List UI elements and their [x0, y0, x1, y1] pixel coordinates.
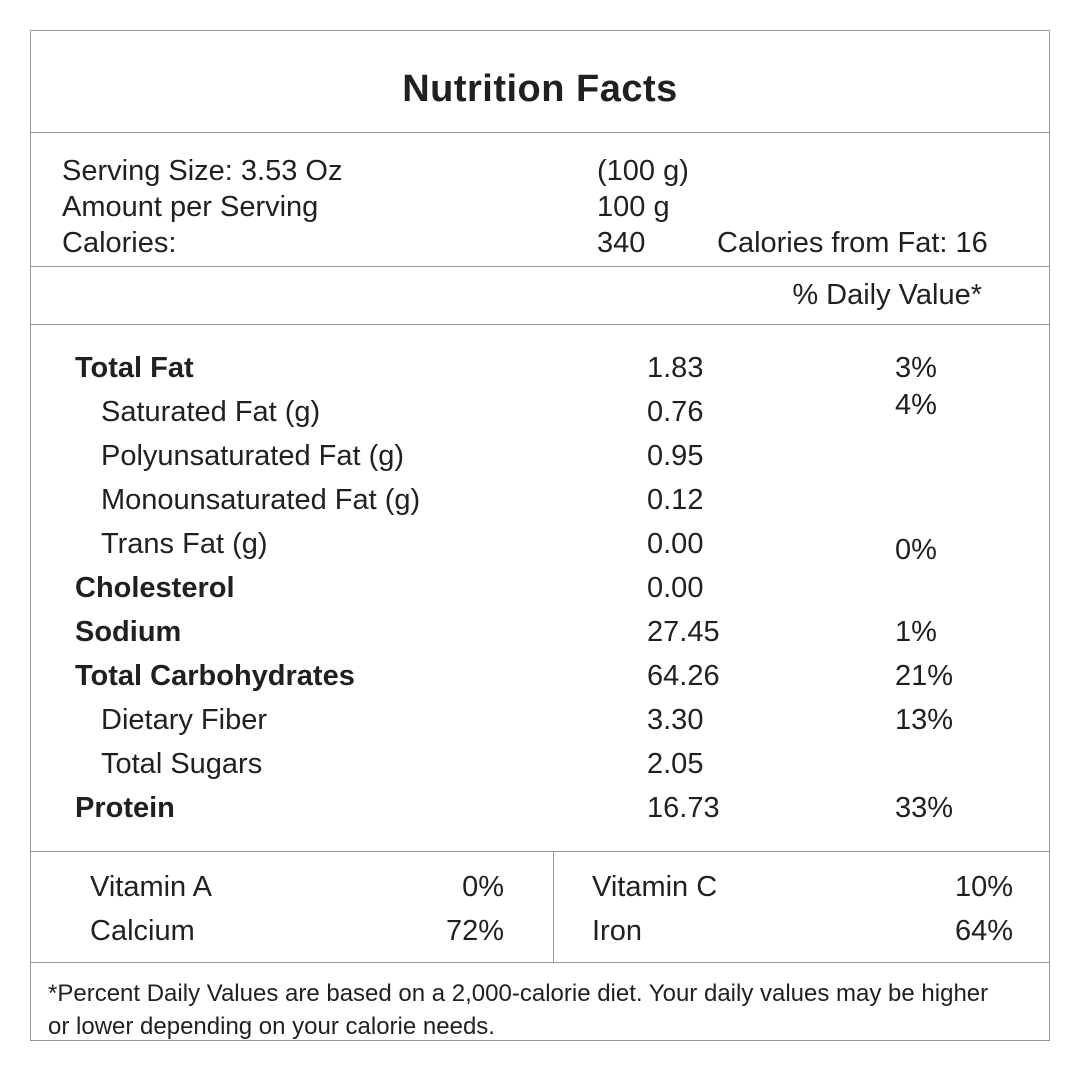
nutrient-daily-value: 21%	[895, 660, 954, 692]
nutrient-amount: 0.00	[647, 572, 704, 604]
nutrient-amount: 16.73	[647, 792, 720, 824]
nutrient-amount: 0.12	[647, 484, 704, 516]
serving-size-value: (100 g)	[597, 155, 689, 187]
calories-row: Calories: 340 Calories from Fat: 16	[31, 225, 1049, 261]
nutrient-row-sodium: Sodium 27.45 1%	[31, 610, 1049, 654]
page-title: Nutrition Facts	[402, 68, 678, 110]
nutrient-daily-value: 1%	[895, 616, 937, 648]
nutrient-table: Total Fat 1.83 3% Saturated Fat (g) 0.76…	[31, 325, 1049, 852]
nutrient-row-saturated-fat: Saturated Fat (g) 0.76 4%	[31, 389, 1049, 434]
nutrient-amount: 27.45	[647, 616, 720, 648]
iron-row: Iron 64%	[592, 909, 1013, 953]
nutrient-label: Total Carbohydrates	[75, 660, 355, 692]
amount-per-serving-label: Amount per Serving	[62, 191, 319, 223]
nutrient-row-polyunsaturated-fat: Polyunsaturated Fat (g) 0.95	[31, 434, 1049, 478]
vitamin-a-label: Vitamin A	[90, 871, 212, 903]
nutrient-daily-value: 4%	[895, 389, 937, 421]
nutrient-daily-value: 33%	[895, 792, 954, 824]
amount-per-serving-row: Amount per Serving 100 g	[31, 189, 1049, 225]
nutrient-daily-value: 3%	[895, 352, 937, 384]
iron-label: Iron	[592, 915, 642, 947]
vitamin-a-value: 0%	[462, 871, 504, 903]
nutrient-label: Total Fat	[75, 352, 194, 384]
calories-value: 340	[597, 227, 646, 259]
nutrient-label: Monounsaturated Fat (g)	[101, 484, 421, 516]
micronutrients-left-panel: Vitamin A 0% Calcium 72%	[31, 852, 554, 962]
daily-value-header: % Daily Value*	[792, 279, 982, 311]
nutrient-amount: 0.00	[647, 528, 704, 560]
nutrient-label: Sodium	[75, 616, 182, 648]
nutrient-row-total-fat: Total Fat 1.83 3%	[31, 346, 1049, 390]
nutrient-row-protein: Protein 16.73 33%	[31, 786, 1049, 830]
nutrient-daily-value: 13%	[895, 704, 954, 736]
nutrient-row-total-sugars: Total Sugars 2.05	[31, 742, 1049, 786]
footnote-line-1: *Percent Daily Values are based on a 2,0…	[48, 980, 989, 1007]
nutrient-row-trans-fat: Trans Fat (g) 0.00 0%	[31, 522, 1049, 566]
nutrient-amount: 0.76	[647, 396, 704, 428]
amount-per-serving-value: 100 g	[597, 191, 670, 223]
label-header: Nutrition Facts	[31, 31, 1049, 133]
nutrient-label: Cholesterol	[75, 572, 235, 604]
micronutrients-section: Vitamin A 0% Calcium 72% Vitamin C 10% I…	[31, 852, 1049, 963]
nutrient-label: Saturated Fat (g)	[101, 396, 321, 428]
vitamin-a-row: Vitamin A 0%	[90, 865, 504, 909]
nutrient-daily-value: 0%	[895, 534, 937, 566]
nutrient-amount: 1.83	[647, 352, 704, 384]
micronutrients-right-panel: Vitamin C 10% Iron 64%	[554, 852, 1049, 962]
calcium-row: Calcium 72%	[90, 909, 504, 953]
nutrient-amount: 2.05	[647, 748, 704, 780]
calcium-label: Calcium	[90, 915, 195, 947]
daily-value-header-row: % Daily Value*	[31, 267, 1049, 325]
nutrient-row-total-carbohydrates: Total Carbohydrates 64.26 21%	[31, 654, 1049, 698]
vitamin-c-row: Vitamin C 10%	[592, 865, 1013, 909]
nutrient-label: Protein	[75, 792, 175, 824]
nutrient-label: Polyunsaturated Fat (g)	[101, 440, 405, 472]
serving-size-label: Serving Size: 3.53 Oz	[62, 155, 343, 187]
calories-from-fat: Calories from Fat: 16	[717, 227, 988, 259]
vitamin-c-label: Vitamin C	[592, 871, 718, 903]
nutrient-amount: 0.95	[647, 440, 704, 472]
nutrient-label: Total Sugars	[101, 748, 263, 780]
nutrient-row-monounsaturated-fat: Monounsaturated Fat (g) 0.12	[31, 478, 1049, 522]
nutrient-row-dietary-fiber: Dietary Fiber 3.30 13%	[31, 698, 1049, 742]
calcium-value: 72%	[445, 915, 504, 947]
serving-section: Serving Size: 3.53 Oz (100 g) Amount per…	[31, 133, 1049, 267]
nutrient-label: Trans Fat (g)	[101, 528, 268, 560]
nutrient-amount: 3.30	[647, 704, 704, 736]
nutrient-label: Dietary Fiber	[101, 704, 267, 736]
vitamin-c-value: 10%	[954, 871, 1013, 903]
footnote-line-2: or lower depending on your calorie needs…	[48, 1013, 495, 1040]
daily-value-footnote: *Percent Daily Values are based on a 2,0…	[31, 963, 1049, 1043]
nutrition-facts-label: Nutrition Facts Serving Size: 3.53 Oz (1…	[30, 30, 1050, 1041]
nutrient-row-cholesterol: Cholesterol 0.00	[31, 566, 1049, 610]
iron-value: 64%	[954, 915, 1013, 947]
nutrient-amount: 64.26	[647, 660, 720, 692]
serving-size-row: Serving Size: 3.53 Oz (100 g)	[31, 153, 1049, 189]
calories-label: Calories:	[62, 227, 177, 259]
